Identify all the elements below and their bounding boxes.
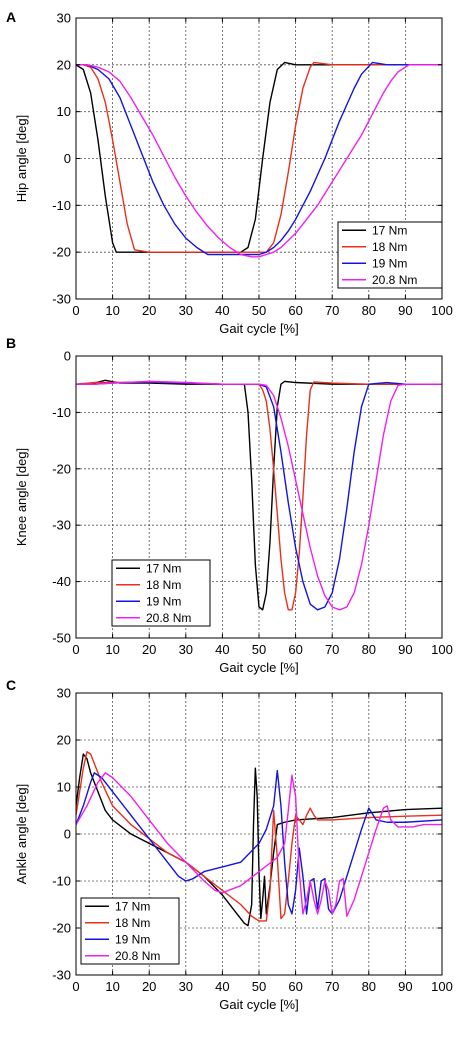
x-tick-label: 0 (72, 642, 79, 657)
y-tick-label: -50 (52, 631, 71, 646)
x-tick-label: 100 (431, 979, 453, 994)
legend-entry: 18 Nm (372, 240, 407, 254)
series-line (76, 772, 442, 917)
x-tick-label: 30 (179, 642, 193, 657)
legend-box (337, 221, 443, 289)
legend-entry: 17 Nm (115, 899, 150, 913)
x-tick-label: 40 (215, 303, 229, 318)
x-axis-label: Gait cycle [%] (219, 660, 298, 675)
x-tick-label: 90 (398, 303, 412, 318)
x-tick-label: 80 (362, 979, 376, 994)
y-tick-label: -20 (52, 921, 71, 936)
series-line (76, 61, 442, 256)
x-axis-label: Gait cycle [%] (219, 321, 298, 336)
panel-letter: A (6, 9, 16, 25)
legend-entry: 18 Nm (146, 578, 181, 592)
y-tick-label: 20 (57, 57, 71, 72)
series-line (76, 380, 442, 611)
legend: 17 Nm 18 Nm 19 Nm 20.8 Nm (337, 221, 443, 289)
legend: 17 Nm 18 Nm 19 Nm 20.8 Nm (111, 559, 211, 627)
series-line (76, 753, 442, 927)
y-tick-label: 20 (57, 733, 71, 748)
x-tick-label: 90 (398, 979, 412, 994)
legend: 17 Nm 18 Nm 19 Nm 20.8 Nm (80, 897, 180, 965)
x-tick-label: 50 (252, 642, 266, 657)
legend-entry: 19 Nm (372, 256, 407, 270)
x-tick-label: 70 (325, 979, 339, 994)
x-tick-label: 100 (431, 642, 453, 657)
x-tick-label: 70 (325, 303, 339, 318)
series-line (76, 61, 442, 253)
y-tick-label: 0 (64, 827, 71, 842)
y-tick-label: -10 (52, 874, 71, 889)
chart-panel-c: C 0 10 20 30 40 50 60 70 80 90 100 -30 -20 -10 0 10 20 30 G… (6, 677, 453, 1012)
y-tick-label: 0 (64, 349, 71, 364)
series-line (76, 64, 442, 258)
x-tick-label: 60 (288, 303, 302, 318)
x-tick-label: 40 (215, 642, 229, 657)
x-tick-label: 10 (105, 642, 119, 657)
legend-entry: 20.8 Nm (146, 611, 191, 625)
x-tick-label: 30 (179, 303, 193, 318)
series-line (76, 379, 442, 611)
x-tick-label: 50 (252, 979, 266, 994)
y-axis-label: Hip angle [deg] (14, 115, 29, 202)
legend-entry: 18 Nm (115, 916, 150, 930)
y-tick-label: -30 (52, 518, 71, 533)
y-tick-label: 0 (64, 151, 71, 166)
legend-box (111, 559, 211, 627)
panel-letter: B (6, 335, 16, 351)
legend-entry: 19 Nm (146, 594, 181, 608)
x-tick-label: 20 (142, 303, 156, 318)
series-line (76, 769, 442, 915)
x-tick-label: 20 (142, 979, 156, 994)
x-tick-label: 40 (215, 979, 229, 994)
x-tick-label: 10 (105, 979, 119, 994)
x-tick-label: 90 (398, 642, 412, 657)
x-tick-label: 10 (105, 303, 119, 318)
x-axis-label: Gait cycle [%] (219, 997, 298, 1012)
chart-panel-b: B 0 10 20 30 40 50 60 70 80 90 100 -50 -40 -30 -20 -10 0 G… (6, 335, 453, 675)
y-tick-label: 30 (57, 686, 71, 701)
x-tick-label: 0 (72, 303, 79, 318)
legend-box (80, 897, 180, 965)
x-tick-label: 60 (288, 979, 302, 994)
x-tick-label: 70 (325, 642, 339, 657)
x-tick-label: 0 (72, 979, 79, 994)
x-tick-label: 60 (288, 642, 302, 657)
legend-entry: 20.8 Nm (115, 949, 160, 963)
chart-panel-a: A 0 10 20 30 40 50 60 70 80 90 100 -30 -20 -10 0 10 20 30 G… (6, 9, 453, 336)
x-tick-label: 100 (431, 303, 453, 318)
legend-entry: 19 Nm (115, 932, 150, 946)
y-tick-label: 30 (57, 11, 71, 26)
x-tick-label: 50 (252, 303, 266, 318)
y-tick-label: -20 (52, 245, 71, 260)
y-tick-label: -40 (52, 574, 71, 589)
y-tick-label: -10 (52, 198, 71, 213)
panel-letter: C (6, 677, 16, 693)
legend-entry: 17 Nm (372, 223, 407, 237)
y-tick-label: 10 (57, 104, 71, 119)
y-tick-label: -30 (52, 968, 71, 983)
y-tick-label: -10 (52, 405, 71, 420)
x-tick-label: 20 (142, 642, 156, 657)
y-tick-label: 10 (57, 780, 71, 795)
y-axis-label: Ankle angle [deg] (14, 784, 29, 884)
y-axis-label: Knee angle [deg] (14, 448, 29, 546)
x-tick-label: 30 (179, 979, 193, 994)
legend-entry: 20.8 Nm (372, 273, 417, 287)
y-tick-label: -20 (52, 461, 71, 476)
x-tick-label: 80 (362, 303, 376, 318)
y-tick-label: -30 (52, 292, 71, 307)
legend-entry: 17 Nm (146, 561, 181, 575)
x-tick-label: 80 (362, 642, 376, 657)
